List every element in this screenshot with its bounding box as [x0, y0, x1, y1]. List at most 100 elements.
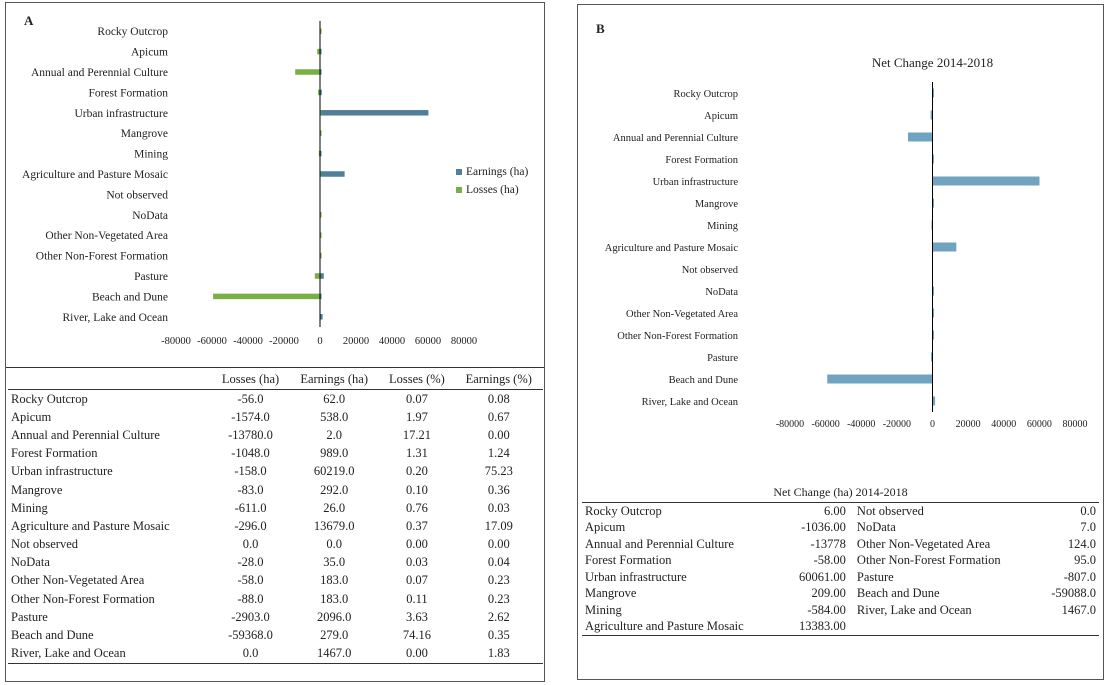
- table-a-cell: 0.67: [487, 409, 510, 424]
- table-a-cell: 62.0: [323, 391, 346, 406]
- table-a-cell: 1.83: [487, 646, 510, 661]
- category-label: Other Non-Vegetated Area: [45, 230, 168, 242]
- table-b-row: Agriculture and Pasture Mosaic 13383.00: [582, 619, 1099, 636]
- category-label: Mining: [134, 149, 168, 161]
- table-a-row-label: Rocky Outcrop: [11, 391, 88, 406]
- table-a-cell: 17.21: [402, 427, 431, 442]
- table-b-row-label: River, Lake and Ocean: [856, 602, 972, 617]
- category-label: Beach and Dune: [92, 291, 168, 303]
- bar: [931, 352, 933, 362]
- table-a-row-label: Apicum: [11, 409, 52, 424]
- table-b-row-label: Forest Formation: [585, 553, 672, 568]
- table-a-cell: 0.00: [487, 537, 510, 552]
- bar: [319, 232, 322, 238]
- table-b-cell: 124.0: [1067, 536, 1096, 551]
- bar: [318, 89, 320, 96]
- table-a-cell: 0.36: [487, 482, 510, 497]
- table-a-cell: 0.00: [405, 646, 428, 661]
- bar: [932, 396, 936, 406]
- table-a-row-label: River, Lake and Ocean: [11, 646, 126, 661]
- category-label: NoData: [132, 210, 168, 222]
- category-label: Pasture: [134, 271, 168, 283]
- table-b-row: Rocky Outcrop 6.00 Not observed 0.0: [582, 503, 1099, 520]
- chart-title: Net Change 2014-2018: [872, 55, 993, 70]
- table-b-row: Mining -584.00 River, Lake and Ocean 1467.0: [582, 602, 1099, 619]
- table-a-cell: -1574.0: [231, 409, 270, 424]
- category-label: Pasture: [707, 353, 738, 364]
- table-a-cell: 1.31: [405, 446, 428, 461]
- legend-label: Losses (ha): [466, 184, 519, 196]
- table-b-cell: -807.0: [1063, 569, 1096, 584]
- bar: [932, 330, 934, 340]
- bar: [320, 48, 322, 55]
- table-a-cell: 0.00: [405, 537, 428, 552]
- x-tick-label: -20000: [269, 336, 299, 347]
- bar: [932, 88, 934, 98]
- table-a-row: Urban infrastructure -158.0 60219.0 0.20 75.…: [8, 463, 543, 481]
- bar: [320, 273, 324, 279]
- table-b-row-label: Rocky Outcrop: [585, 503, 662, 518]
- table-b-row-label: Not observed: [856, 503, 924, 518]
- table-b-row: Annual and Perennial Culture -13778 Other …: [582, 536, 1099, 553]
- x-tick-label: 80000: [451, 336, 477, 347]
- table-a-cell: -88.0: [237, 591, 264, 606]
- table-a-cell: 0.35: [487, 628, 510, 643]
- table-a-cell: 0.08: [487, 391, 510, 406]
- table-b-row-label: Agriculture and Pasture Mosaic: [585, 619, 744, 634]
- table-a-cell: 0.03: [487, 500, 510, 515]
- bar: [932, 286, 934, 296]
- category-label: Annual and Perennial Culture: [613, 133, 738, 144]
- table-a-row: Beach and Dune -59368.0 279.0 74.16 0.35: [8, 626, 543, 644]
- table-a-cell: 3.63: [405, 609, 428, 624]
- category-label: Mangrove: [121, 128, 168, 140]
- category-label: River, Lake and Ocean: [62, 312, 168, 324]
- table-a-row: River, Lake and Ocean 0.0 1467.0 0.00 1.83: [8, 645, 543, 664]
- panel-b-letter: B: [596, 21, 605, 36]
- panel-a-letter: A: [24, 13, 34, 28]
- category-label: Forest Formation: [665, 155, 738, 166]
- bar: [932, 308, 934, 318]
- table-a-cell: -158.0: [234, 464, 267, 479]
- category-label: Agriculture and Pasture Mosaic: [22, 169, 168, 181]
- table-a-cell: 13679.0: [313, 518, 355, 533]
- table-b-cell: 209.00: [811, 586, 846, 601]
- bar: [932, 242, 957, 252]
- table-a-cell: -611.0: [234, 500, 267, 515]
- table-a-row: Mangrove -83.0 292.0 0.10 0.36: [8, 481, 543, 499]
- table-a-row-label: NoData: [11, 555, 50, 570]
- chart-b: Net Change 2014-2018 Rocky Outcrop Apicum A…: [605, 55, 1088, 430]
- table-a-cell: -296.0: [234, 518, 267, 533]
- legend-label: Earnings (ha): [466, 166, 528, 178]
- table-a-row-label: Other Non-Vegetated Area: [11, 573, 145, 588]
- bar: [319, 28, 322, 34]
- table-a-row: Other Non-Forest Formation -88.0 183.0 0.11…: [8, 590, 543, 608]
- bar: [319, 212, 322, 218]
- table-a-cell: -1048.0: [231, 446, 270, 461]
- table-a-header: [8, 369, 212, 390]
- category-label: Other Non-Forest Formation: [36, 251, 168, 263]
- bar: [295, 69, 320, 75]
- table-b-cell: -59088.0: [1051, 586, 1096, 601]
- table-a-cell: 0.23: [487, 573, 510, 588]
- table-a-cell: 0.04: [487, 555, 510, 570]
- table-b-row-label: Mining: [585, 602, 622, 617]
- bar: [907, 132, 933, 142]
- table-a-cell: 989.0: [320, 446, 349, 461]
- table-a-cell: -2903.0: [231, 609, 270, 624]
- category-label: Apicum: [704, 111, 738, 122]
- table-a-row-label: Mining: [11, 500, 48, 515]
- table-a-row: Rocky Outcrop -56.0 62.0 0.07 0.08: [8, 390, 543, 409]
- table-a-header: Earnings (ha): [300, 371, 368, 386]
- bar: [320, 171, 345, 177]
- table-b-row-label: NoData: [856, 520, 896, 535]
- table-a-cell: 0.20: [405, 464, 428, 479]
- x-tick-label: 0: [930, 419, 935, 430]
- table-a-row-label: Mangrove: [11, 482, 63, 497]
- table-a-cell: 17.09: [484, 518, 513, 533]
- table-a-row: Apicum -1574.0 538.0 1.97 0.67: [8, 408, 543, 426]
- bar: [932, 198, 934, 208]
- x-tick-label: -80000: [776, 419, 804, 430]
- table-a-cell: 0.11: [406, 591, 428, 606]
- table-a-cell: 0.07: [405, 573, 428, 588]
- category-label: Urban infrastructure: [653, 177, 739, 188]
